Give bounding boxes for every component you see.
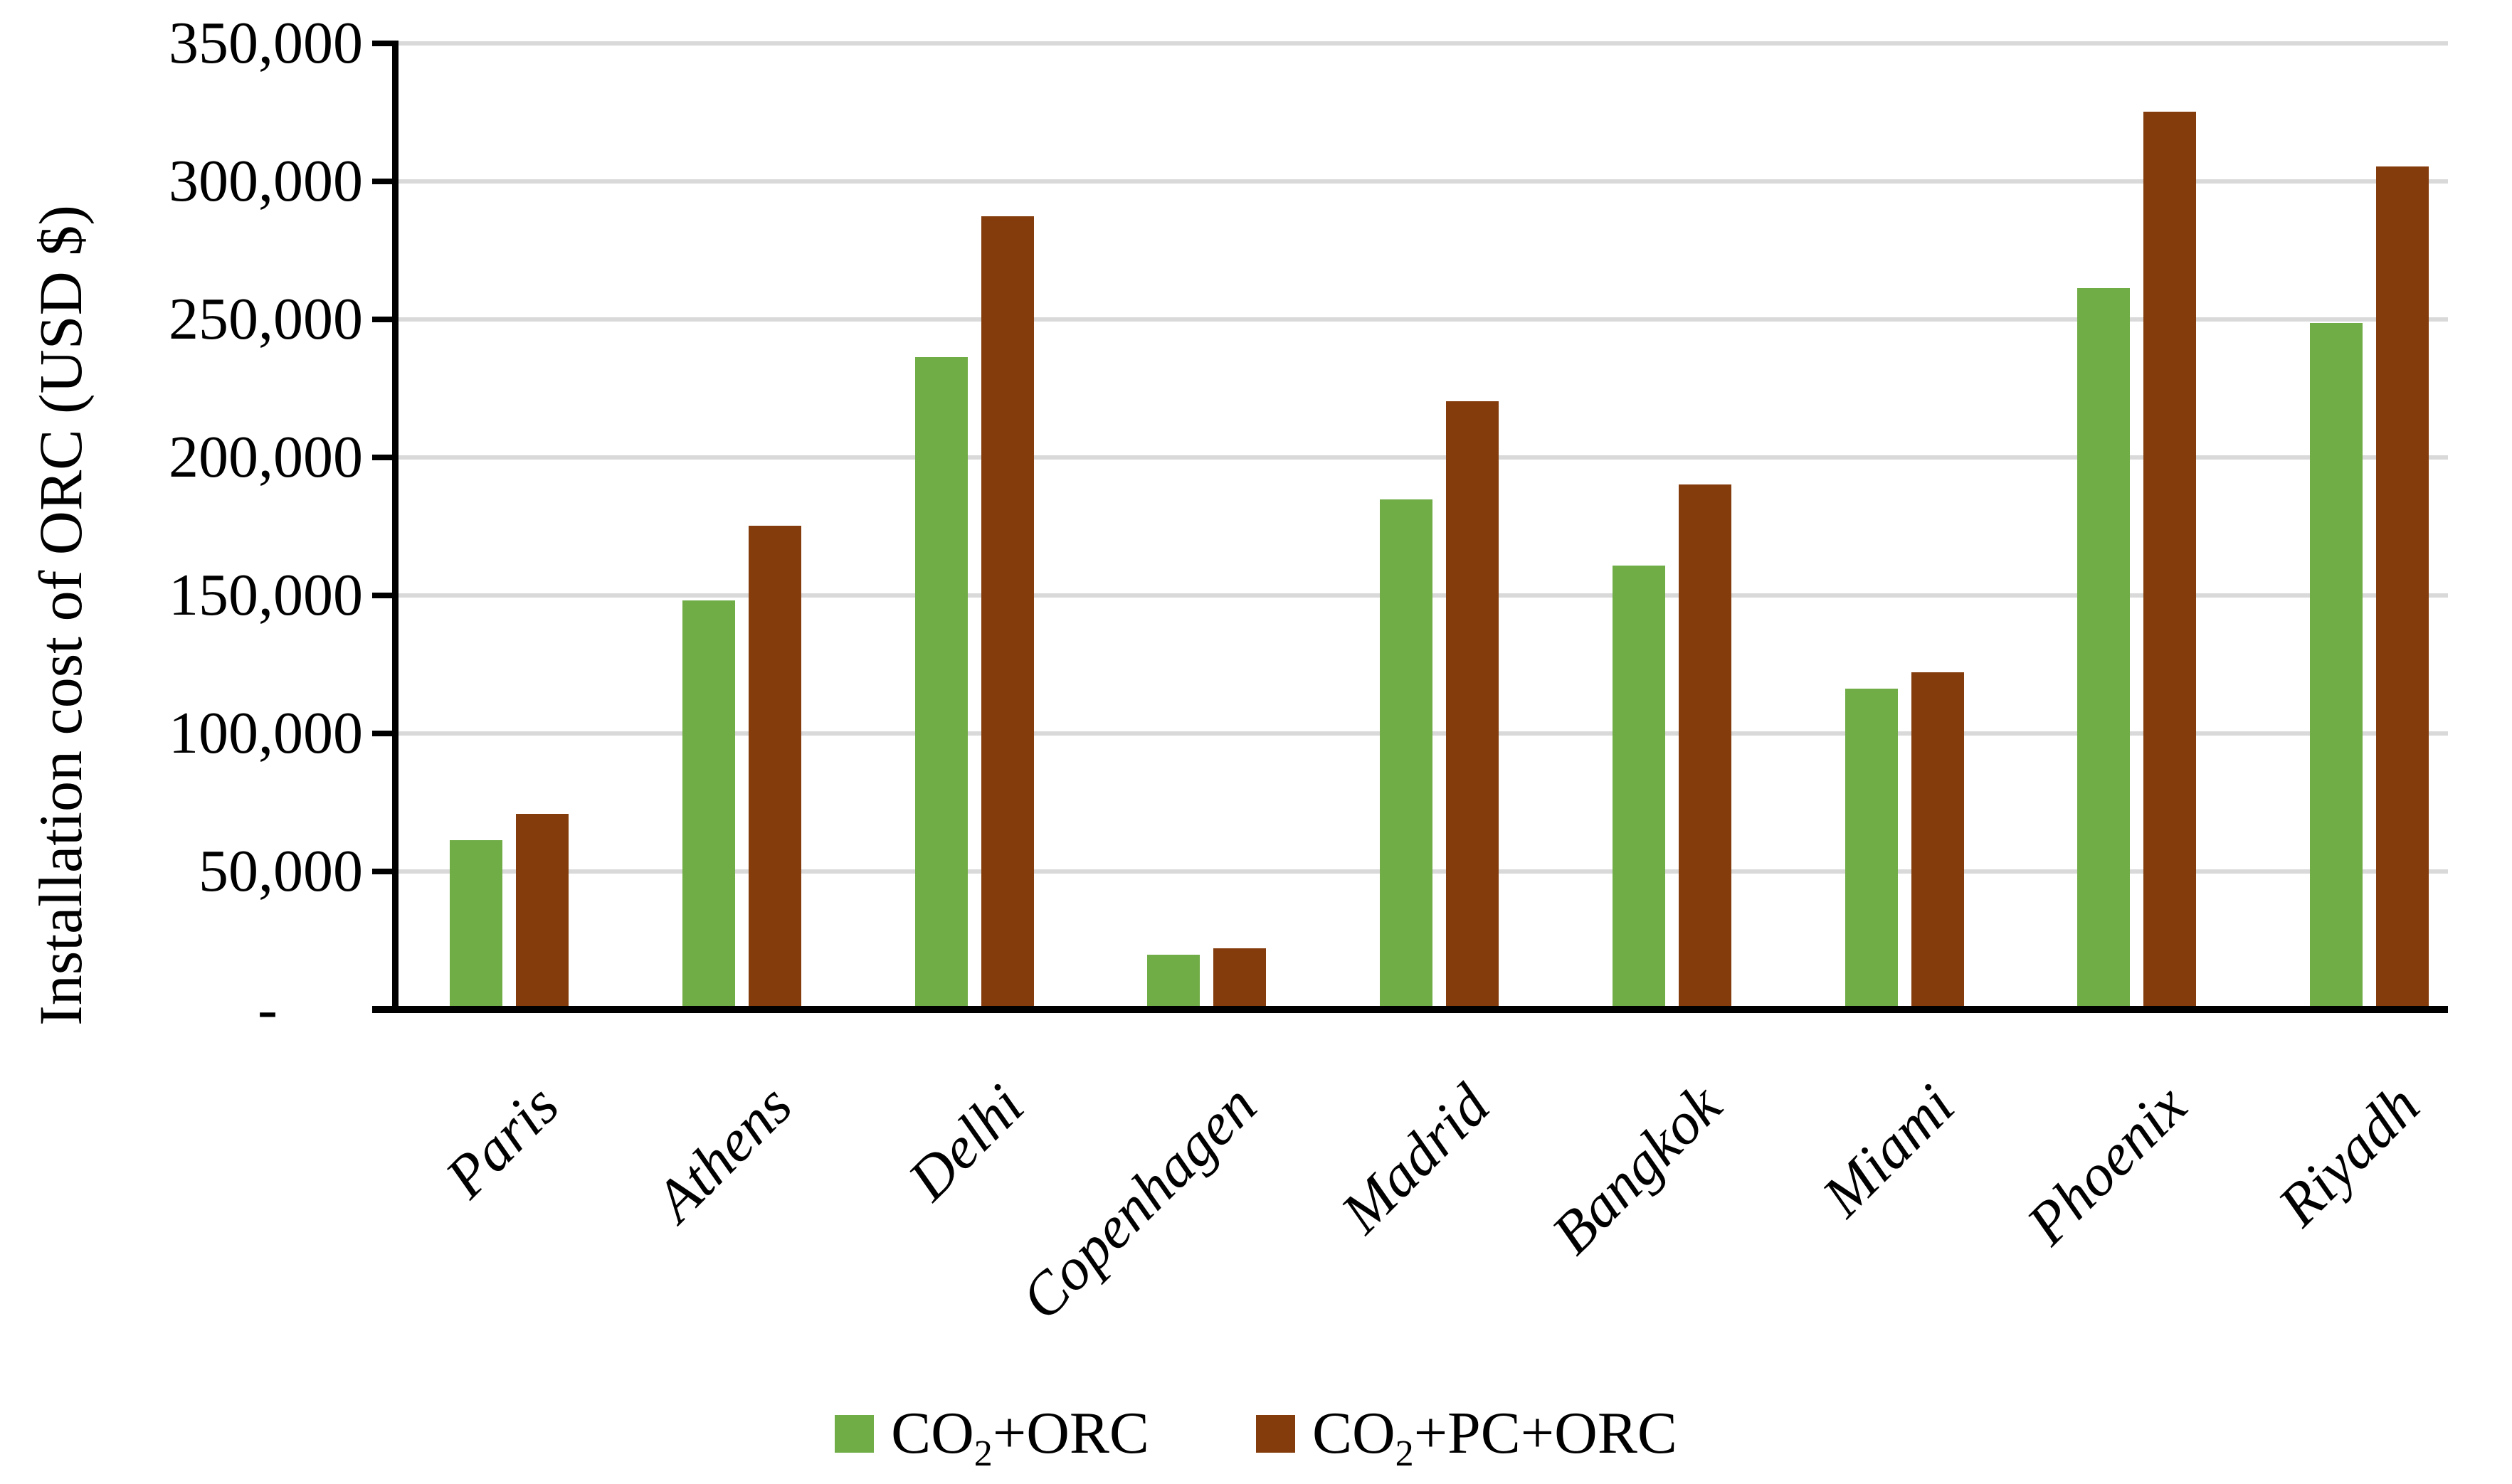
- y-axis-tick-200000: [372, 455, 399, 460]
- legend-swatch-icon: [835, 1414, 875, 1453]
- bar-CO2-PC-ORC-miami: [1911, 672, 1964, 1006]
- bar-CO2-ORC-miami: [1845, 689, 1898, 1006]
- legend: CO2+ORC CO2+PC+ORC: [0, 1394, 2512, 1473]
- category-label-phoenix: Phoenix: [2014, 1072, 2200, 1258]
- bar-CO2-PC-ORC-delhi: [981, 216, 1034, 1006]
- category-label-athens: Athens: [642, 1072, 805, 1234]
- y-tick-label: 200,000: [169, 424, 363, 490]
- y-axis-tick-350000: [372, 41, 399, 46]
- y-axis-title: Installation cost of ORC (USD $): [26, 205, 95, 1026]
- legend-item-CO2-ORC: CO2+ORC: [835, 1394, 1149, 1473]
- category-label-miami: Miami: [1810, 1072, 1967, 1229]
- bar-CO2-ORC-riyadh: [2310, 323, 2363, 1006]
- y-tick-label: 150,000: [169, 562, 363, 628]
- category-label-riyadh: Riyadh: [2265, 1072, 2432, 1239]
- gridline-250000: [399, 317, 2448, 322]
- bar-CO2-PC-ORC-riyadh: [2376, 166, 2429, 1006]
- y-tick-label: 50,000: [199, 838, 363, 904]
- y-axis-tick-300000: [372, 179, 399, 184]
- gridline-300000: [399, 179, 2448, 184]
- legend-item-CO2-PC-ORC: CO2+PC+ORC: [1255, 1394, 1677, 1474]
- bar-CO2-ORC-phoenix: [2077, 288, 2131, 1006]
- gridline-200000: [399, 455, 2448, 460]
- bar-CO2-PC-ORC-madrid: [1446, 401, 1499, 1006]
- bar-CO2-ORC-bangkok: [1612, 566, 1665, 1006]
- bar-CO2-PC-ORC-phoenix: [2143, 112, 2197, 1006]
- y-axis-tick-150000: [372, 593, 399, 598]
- bar-CO2-PC-ORC-copenhagen: [1213, 948, 1267, 1006]
- y-tick-label: 350,000: [169, 10, 363, 76]
- legend-swatch-icon: [1255, 1414, 1295, 1453]
- category-label-copenhagen: Copenhagen: [1008, 1072, 1270, 1333]
- y-tick-label: 250,000: [169, 286, 363, 352]
- y-tick-label: -: [258, 976, 278, 1042]
- y-axis-line: [392, 41, 399, 1013]
- y-tick-label: 300,000: [169, 148, 363, 214]
- y-axis-tick-100000: [372, 731, 399, 736]
- bar-CO2-PC-ORC-athens: [748, 526, 801, 1006]
- gridline-350000: [399, 41, 2448, 46]
- bar-CO2-ORC-paris: [450, 840, 502, 1006]
- x-axis-line: [372, 1006, 2448, 1013]
- bar-CO2-PC-ORC-bangkok: [1678, 484, 1731, 1006]
- bar-CO2-PC-ORC-paris: [516, 814, 569, 1006]
- y-axis-tick-50000: [372, 869, 399, 874]
- legend-label: CO2+ORC: [891, 1400, 1149, 1474]
- bar-CO2-ORC-copenhagen: [1147, 955, 1200, 1006]
- category-label-paris: Paris: [433, 1072, 572, 1211]
- category-label-madrid: Madrid: [1328, 1072, 1502, 1246]
- bar-CO2-ORC-athens: [682, 600, 735, 1006]
- category-label-bangkok: Bangkok: [1539, 1072, 1735, 1267]
- y-axis-tick-250000: [372, 317, 399, 322]
- legend-label: CO2+PC+ORC: [1312, 1400, 1677, 1474]
- bar-CO2-ORC-delhi: [914, 357, 968, 1006]
- y-tick-label: 100,000: [169, 700, 363, 766]
- category-label-delhi: Delhi: [896, 1072, 1037, 1213]
- bar-CO2-ORC-madrid: [1380, 499, 1432, 1006]
